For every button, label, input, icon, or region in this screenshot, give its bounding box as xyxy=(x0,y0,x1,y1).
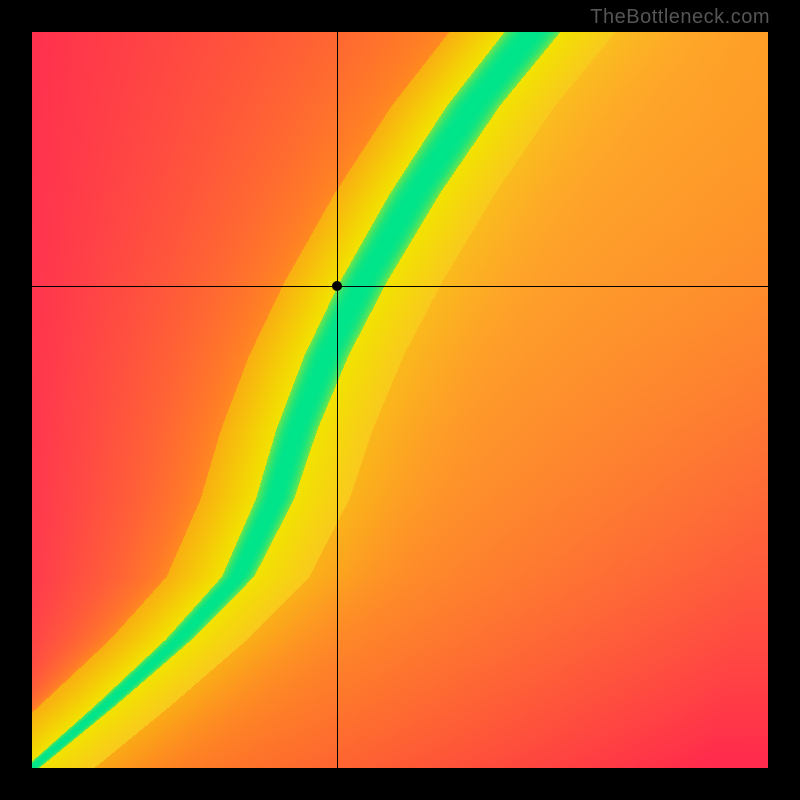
crosshair-horizontal xyxy=(32,286,768,287)
watermark: TheBottleneck.com xyxy=(590,6,770,29)
selection-marker xyxy=(332,281,342,291)
crosshair-vertical xyxy=(337,32,338,768)
bottleneck-heatmap xyxy=(32,32,768,768)
heatmap-canvas xyxy=(32,32,768,768)
